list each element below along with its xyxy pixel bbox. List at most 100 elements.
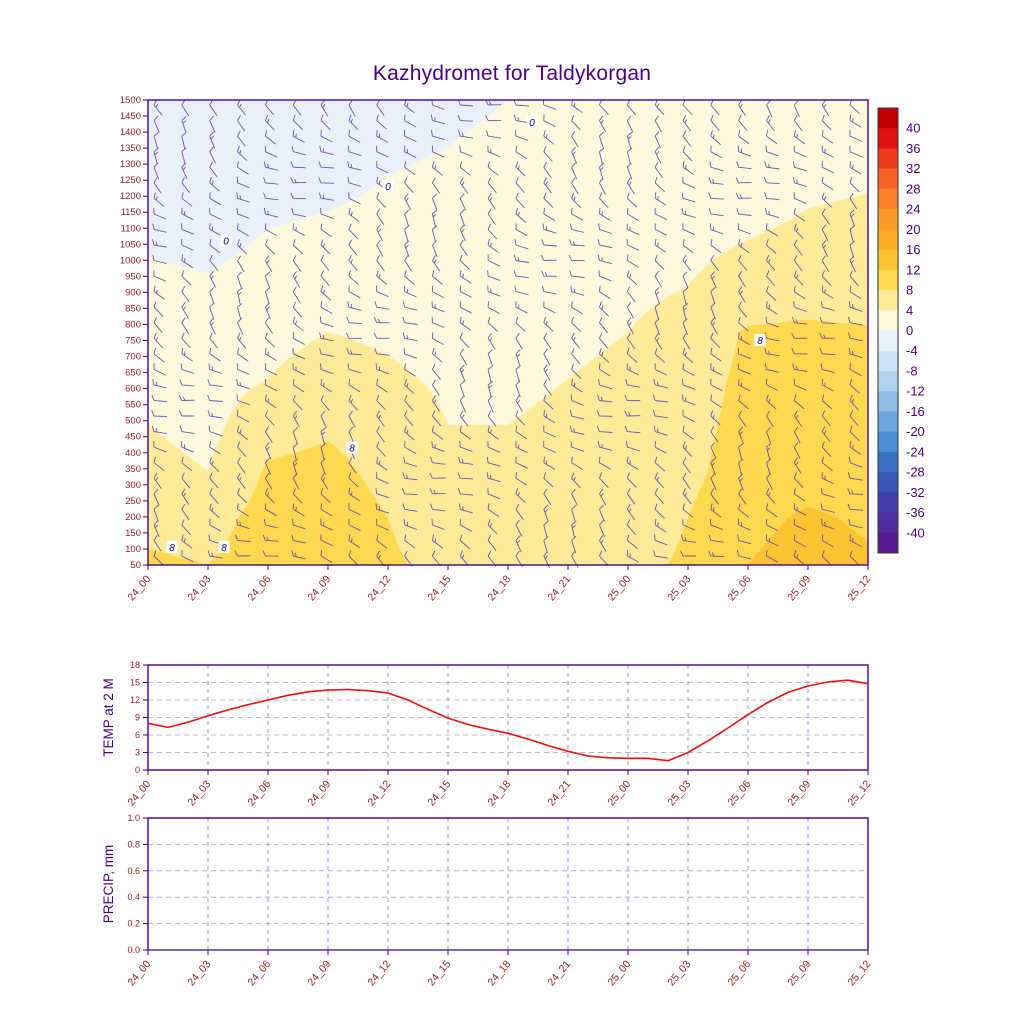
wind-barb-icon <box>348 503 361 516</box>
wind-barb-icon <box>764 363 780 373</box>
wind-barb-icon <box>682 378 696 390</box>
wind-barb-icon <box>459 316 472 331</box>
wind-barb-icon <box>598 207 611 221</box>
wind-barb-icon <box>487 349 493 367</box>
wind-barb-icon <box>209 176 220 192</box>
wind-barb-icon <box>571 301 583 315</box>
wind-barb-icon <box>404 240 410 258</box>
wind-barb-icon <box>348 426 355 444</box>
wind-barb-icon <box>793 145 807 158</box>
wind-barb-icon <box>404 130 417 142</box>
y-tick-label: 900 <box>125 287 141 298</box>
wind-barb-icon <box>708 176 724 185</box>
precip-x-axis: 24_00 24_03 24_06 24_09 24_12 24_15 24_18 24_21… <box>125 950 873 988</box>
wind-barb-icon <box>237 472 246 489</box>
wind-barb-icon <box>459 364 466 382</box>
wind-barb-icon <box>710 332 721 349</box>
wind-barb-icon <box>543 504 549 522</box>
wind-barb-icon <box>541 239 557 247</box>
wind-barb-icon <box>710 503 722 518</box>
x-tick-label: 25_09 <box>785 958 813 988</box>
wind-barb-icon <box>738 488 747 505</box>
wind-barb-icon <box>626 317 634 335</box>
y-tick-label: 650 <box>125 368 141 379</box>
colorbar-tick-label: -8 <box>906 364 918 379</box>
wind-barb-icon <box>793 239 803 256</box>
wind-barb-icon <box>376 99 385 116</box>
temp-y-tick-label: 15 <box>130 678 140 688</box>
wind-barb-icon <box>821 394 833 410</box>
wind-barb-icon <box>766 223 779 237</box>
wind-barb-icon <box>568 254 585 262</box>
wind-barb-icon <box>181 192 193 207</box>
wind-barb-icon <box>849 225 855 243</box>
wind-barb-icon <box>598 99 609 115</box>
wind-barb-icon <box>237 271 243 289</box>
wind-barb-icon <box>430 114 446 125</box>
wind-barb-icon <box>514 130 529 141</box>
wind-barb-icon <box>515 456 528 469</box>
wind-barb-icon <box>320 130 333 143</box>
y-tick-label: 450 <box>125 432 141 443</box>
wind-barb-icon <box>404 550 413 567</box>
meteogram-fill-canvas <box>148 100 868 565</box>
wind-barb-icon <box>654 207 667 221</box>
wind-barb-icon <box>738 426 744 444</box>
wind-barb-icon <box>209 332 219 349</box>
wind-barb-icon <box>153 131 159 149</box>
wind-barb-icon <box>320 394 330 411</box>
wind-barb-icon <box>654 503 665 519</box>
wind-barb-icon <box>292 394 303 411</box>
wind-barb-icon <box>348 99 356 117</box>
wind-barb-icon <box>710 442 717 460</box>
wind-barb-icon <box>766 254 776 271</box>
wind-barb-icon <box>236 378 251 390</box>
wind-barb-icon <box>515 365 521 383</box>
wind-barb-icon <box>791 332 808 339</box>
wind-barb-icon <box>514 285 529 296</box>
colorbar-tick-label: -4 <box>906 343 918 358</box>
wind-barb-icon <box>626 519 637 536</box>
wind-barb-icon <box>793 457 802 474</box>
wind-barb-icon <box>821 378 834 392</box>
wind-barb-icon <box>710 426 719 443</box>
wind-barb-icon <box>626 503 636 521</box>
wind-barb-icon <box>487 254 500 267</box>
wind-barb-icon <box>237 161 249 175</box>
wind-barb-icon <box>515 519 523 537</box>
wind-barb-icon <box>821 114 832 131</box>
wind-barb-icon <box>654 488 664 504</box>
wind-barb-icon <box>849 99 861 115</box>
wind-barb-icon <box>209 146 217 164</box>
wind-barb-icon <box>571 162 578 180</box>
x-tick-label: 25_06 <box>725 958 753 988</box>
wind-barb-icon <box>543 332 552 350</box>
wind-barb-icon <box>708 208 724 217</box>
wind-barb-icon <box>376 130 389 143</box>
wind-barb-icon <box>348 378 361 393</box>
y-tick-label: 950 <box>125 271 141 282</box>
wind-barb-icon <box>153 520 160 537</box>
wind-barb-icon <box>151 425 167 435</box>
wind-barb-icon <box>404 270 415 285</box>
wind-barb-icon <box>431 425 444 440</box>
wind-barb-icon <box>347 301 362 311</box>
wind-barb-icon <box>348 518 361 532</box>
wind-barb-icon <box>793 100 800 118</box>
wind-barb-icon <box>209 456 220 473</box>
contour-label: 0 <box>220 234 232 248</box>
wind-barb-icon <box>571 99 583 113</box>
wind-barb-icon <box>654 115 662 133</box>
wind-barb-icon <box>292 316 304 332</box>
temp-panel: 0 3 6 9 12 15 18 TEMP at 2 M <box>101 660 869 775</box>
wind-barb-icon <box>431 534 444 549</box>
wind-barb-icon <box>654 456 666 472</box>
x-tick-label: 24_18 <box>485 573 513 603</box>
wind-barb-icon <box>265 317 273 334</box>
wind-barb-icon <box>821 208 830 225</box>
x-tick-label: 25_03 <box>665 958 693 988</box>
wind-barb-icon <box>320 239 331 255</box>
y-tick-label: 400 <box>125 448 141 459</box>
y-tick-label: 1350 <box>120 143 141 154</box>
